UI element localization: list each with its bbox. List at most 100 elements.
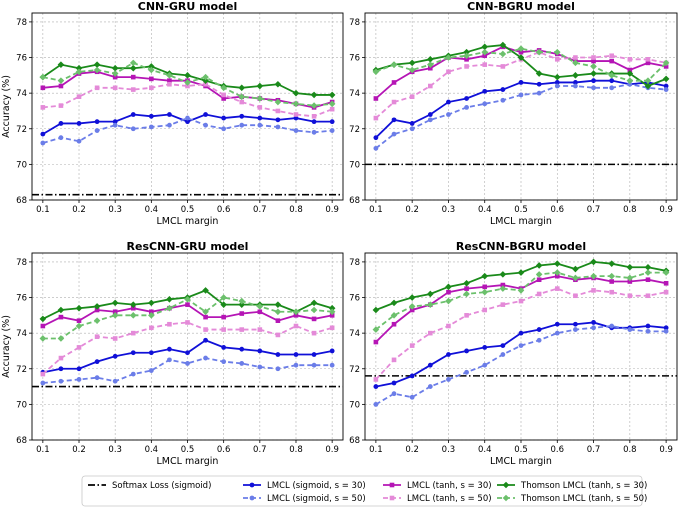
data-point [481, 43, 489, 51]
data-point [111, 70, 119, 77]
data-point [311, 119, 317, 125]
data-point [428, 83, 433, 89]
data-point [130, 126, 136, 132]
data-point [293, 128, 299, 133]
data-point [627, 327, 633, 332]
x-tick-label: 0.2 [405, 445, 419, 455]
data-point [329, 362, 335, 368]
data-point [275, 318, 281, 323]
data-point [293, 313, 299, 318]
legend-marker [389, 482, 395, 488]
data-point [663, 325, 669, 331]
data-point [257, 105, 263, 110]
data-point [293, 323, 299, 329]
legend-marker [249, 482, 255, 488]
data-point [220, 301, 227, 308]
data-point [609, 289, 614, 295]
data-point [590, 70, 597, 77]
y-tick-label: 68 [349, 436, 360, 446]
data-point [645, 277, 651, 283]
data-point [76, 366, 82, 372]
data-point [202, 287, 209, 294]
data-point [203, 112, 208, 117]
data-point [663, 83, 669, 89]
y-tick-label: 76 [16, 54, 27, 64]
data-point [293, 115, 299, 121]
y-tick-label: 70 [16, 400, 27, 410]
data-point [446, 112, 451, 117]
data-point [590, 258, 597, 266]
x-tick-label: 0.1 [369, 445, 383, 455]
data-point [221, 96, 226, 101]
data-point [482, 362, 488, 368]
data-point [626, 77, 634, 84]
data-point [536, 291, 542, 297]
data-point [76, 138, 82, 144]
chart-panel: 0.1 0.2 0.3 0.4 0.5 0.6 0.7 0.8 0.9 68 70 72 74 76 78 R… [349, 240, 678, 467]
data-point [499, 285, 507, 292]
data-point [608, 260, 615, 267]
legend-label: LMCL (tanh, s = 30) [407, 481, 492, 491]
data-point [572, 59, 579, 67]
data-point [391, 80, 397, 85]
data-point [185, 320, 190, 325]
data-point [518, 92, 524, 98]
data-point [445, 54, 452, 61]
data-point [148, 312, 155, 319]
y-tick-label: 78 [349, 258, 360, 268]
data-point [148, 368, 154, 373]
data-point [408, 59, 416, 67]
data-point [464, 313, 469, 318]
data-point [427, 290, 434, 298]
data-point [239, 122, 245, 128]
data-point [627, 81, 633, 87]
data-point [573, 327, 578, 332]
data-point [500, 87, 506, 92]
data-point [627, 279, 633, 284]
data-point [518, 330, 524, 336]
data-point [372, 326, 380, 333]
data-point [130, 112, 136, 117]
data-point [591, 325, 596, 331]
data-point [644, 82, 652, 90]
data-point [202, 308, 209, 316]
data-point [310, 102, 318, 109]
data-point [58, 355, 64, 361]
x-tick-label: 0.3 [442, 445, 456, 455]
data-point [257, 115, 263, 121]
data-point [391, 357, 397, 363]
data-point [167, 321, 172, 327]
data-point [463, 279, 470, 287]
data-point [591, 55, 596, 60]
data-point [293, 362, 299, 368]
data-point [293, 112, 299, 117]
data-point [535, 48, 543, 56]
data-point [310, 299, 318, 307]
data-point [609, 58, 614, 64]
data-point [75, 68, 83, 76]
data-point [40, 105, 46, 110]
y-tick-label: 68 [16, 436, 27, 446]
x-tick-label: 0.3 [108, 445, 122, 455]
y-tick-label: 70 [16, 160, 27, 170]
data-point [463, 48, 470, 56]
x-tick-label: 0.6 [217, 445, 231, 455]
data-point [221, 314, 226, 320]
data-point [608, 272, 615, 280]
data-point [112, 353, 118, 359]
data-point [203, 337, 208, 343]
data-point [464, 64, 469, 69]
data-point [166, 296, 173, 303]
data-point [463, 290, 470, 298]
data-point [185, 350, 190, 356]
legend-marker [389, 495, 395, 501]
y-tick-label: 74 [16, 89, 27, 99]
data-point [662, 59, 670, 67]
data-point [500, 343, 506, 349]
data-point [644, 77, 652, 84]
data-point [292, 308, 300, 316]
data-point [39, 315, 47, 323]
data-point [203, 81, 208, 87]
data-point [662, 269, 670, 276]
